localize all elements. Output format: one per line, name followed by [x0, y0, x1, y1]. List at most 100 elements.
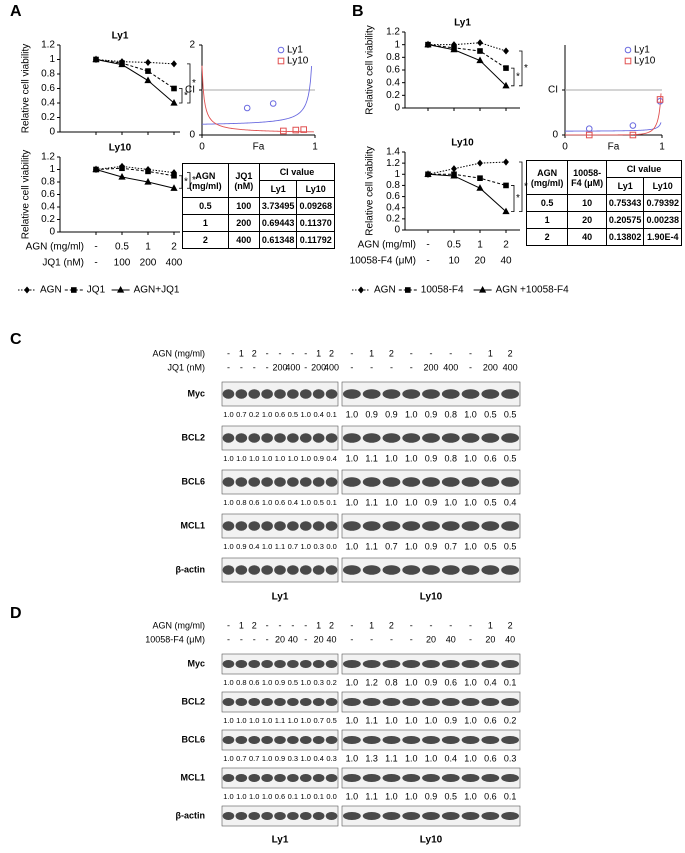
- quantification: 0.9: [425, 409, 438, 419]
- blot-band: [287, 698, 299, 706]
- data-point: [656, 96, 664, 103]
- header-cell: AGN (mg/ml): [525, 160, 569, 195]
- header-cell: Ly10: [643, 177, 682, 195]
- treatment-value: 2: [252, 348, 257, 358]
- quantification: 0.8: [236, 678, 246, 687]
- treatment-value: -: [350, 348, 353, 358]
- blot-band: [274, 565, 286, 575]
- blot-band: [287, 433, 299, 443]
- blot-band: [422, 774, 440, 782]
- y-tick-label: 0.6: [41, 189, 55, 200]
- quantification: 1.0: [464, 409, 477, 419]
- blot-band: [441, 660, 460, 668]
- x-tick-label: 100: [114, 258, 131, 269]
- blot-band: [461, 521, 480, 531]
- y-tick-label: 0.8: [41, 69, 55, 80]
- table-row: 2 40 0.13802 1.90E-4: [525, 228, 682, 246]
- table-cell: 0.5: [182, 197, 229, 215]
- header-cell: CI value: [258, 163, 336, 181]
- blot-band: [422, 736, 440, 744]
- blot-band: [402, 433, 421, 443]
- x-tick-label: 2: [171, 242, 177, 253]
- quantification: 0.5: [504, 541, 517, 551]
- x-tick-label: 400: [166, 258, 183, 269]
- legend-label: AGN: [40, 285, 62, 296]
- quantification: 0.2: [504, 715, 517, 725]
- protein-label: β-actin: [176, 564, 206, 574]
- quantification: 0.8: [445, 453, 458, 463]
- quantification: 0.5: [445, 791, 458, 801]
- treatment-label: AGN (mg/ml): [153, 620, 206, 630]
- table-row: 1 200 0.69443 0.11370: [182, 214, 335, 232]
- table-cell: 1: [525, 211, 569, 229]
- y-tick-label: 0: [49, 127, 55, 138]
- table-cell: 0.11792: [296, 231, 335, 249]
- quantification: 1.0: [262, 498, 272, 507]
- legend-marker: [358, 286, 364, 294]
- quantification: 1.0: [405, 497, 418, 507]
- x-tick-label: 200: [140, 258, 157, 269]
- quantification: 1.0: [464, 677, 477, 687]
- quantification: 0.6: [249, 678, 259, 687]
- data-point: [280, 127, 287, 135]
- blot-band: [342, 736, 361, 744]
- treatment-value: -: [266, 362, 269, 372]
- quantification: 0.7: [288, 542, 298, 551]
- y-tick-label: 0: [394, 225, 400, 236]
- blot-band: [342, 389, 361, 399]
- y-tick-label: 0: [394, 103, 400, 114]
- treatment-value: -: [430, 620, 433, 630]
- legend-marker: [277, 46, 285, 54]
- table-row: 0.5 100 3.73495 0.09268: [182, 197, 335, 215]
- quantification: 1.0: [223, 678, 233, 687]
- blot-band: [274, 736, 286, 744]
- quantification: 0.9: [425, 497, 438, 507]
- quantification: 0.3: [313, 678, 323, 687]
- blot-band: [362, 774, 381, 782]
- table-cell: 0.09268: [296, 197, 335, 215]
- panel-label: D: [10, 605, 22, 622]
- treatment-value: 1: [316, 348, 321, 358]
- quantification: 0.9: [275, 754, 285, 763]
- table-cell: 400: [227, 231, 260, 249]
- quantification: 1.0: [346, 497, 359, 507]
- table-cell: 0.20575: [605, 211, 645, 229]
- treatment-value: 20: [426, 634, 436, 644]
- treatment-value: 400: [503, 362, 518, 372]
- fit-curve: [201, 65, 313, 125]
- y-tick-label: 1: [394, 39, 400, 50]
- table-cell: 100: [227, 197, 260, 215]
- treatment-label: AGN (mg/ml): [153, 348, 206, 358]
- treatment-value: 200: [483, 362, 498, 372]
- data-point: [477, 39, 483, 47]
- blot-band: [402, 774, 421, 782]
- blot-band: [287, 521, 299, 531]
- quantification: 1.1: [365, 541, 378, 551]
- blot-band: [235, 698, 248, 706]
- treatment-value: 20: [314, 634, 324, 644]
- blot-band: [222, 812, 235, 820]
- quantification: 0.9: [425, 453, 438, 463]
- cell-line-label: Ly1: [272, 592, 289, 603]
- x-tick-label: 1: [659, 142, 665, 153]
- blot-band: [261, 389, 273, 399]
- quantification: 1.1: [275, 716, 285, 725]
- blot-band: [274, 698, 286, 706]
- blot-band: [287, 477, 299, 487]
- series-line: [95, 59, 175, 65]
- blot-band: [222, 736, 235, 744]
- quantification: 1.0: [464, 497, 477, 507]
- y-tick-label: 1: [49, 54, 55, 65]
- x-tick-label: -: [94, 258, 97, 269]
- data-point: [477, 175, 483, 181]
- table-cell: 0.61348: [258, 231, 298, 249]
- blot-band: [235, 660, 248, 668]
- series-line: [427, 173, 507, 212]
- treatment-value: -: [253, 634, 256, 644]
- blot-band: [274, 660, 286, 668]
- blot-band: [402, 812, 421, 820]
- quantification: 1.0: [464, 791, 477, 801]
- table-cell: 2: [525, 228, 569, 246]
- quantification: 1.0: [262, 678, 272, 687]
- quantification: 0.4: [249, 542, 259, 551]
